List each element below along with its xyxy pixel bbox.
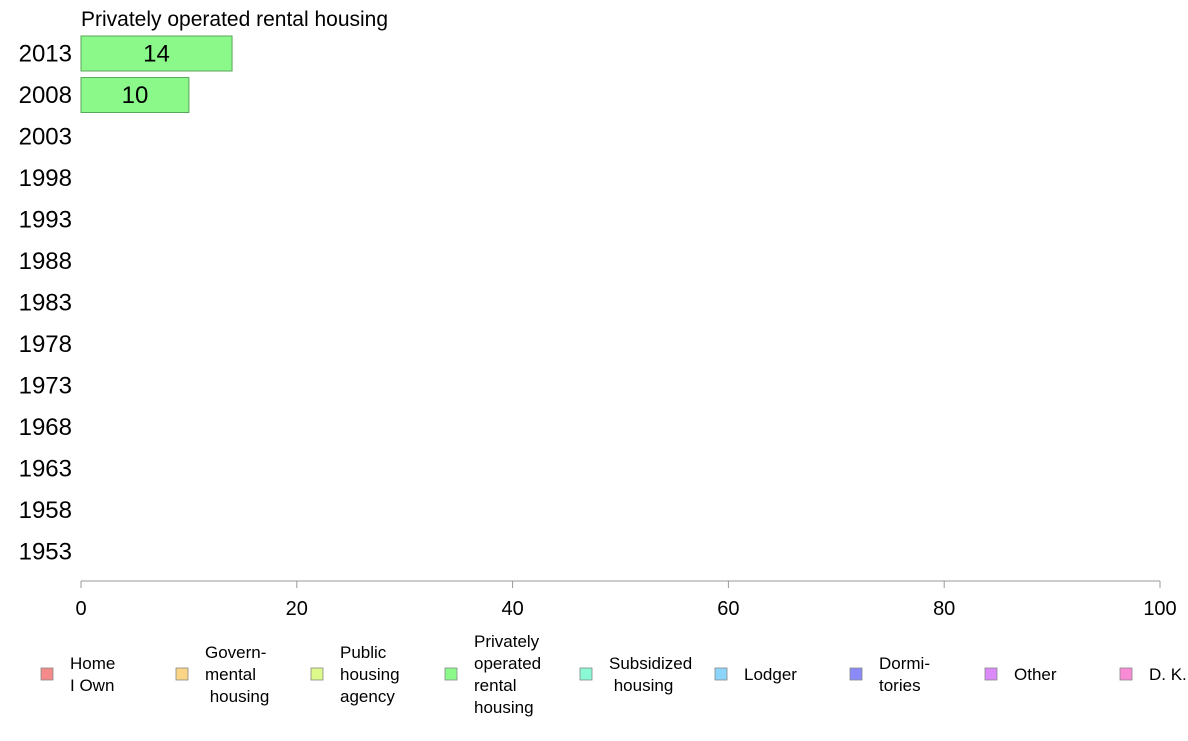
legend-label-line: housing <box>205 687 269 706</box>
legend-swatch <box>714 667 728 681</box>
legend-swatch <box>1119 667 1133 681</box>
legend-swatch <box>579 667 593 681</box>
legend-label-line: Subsidized <box>609 654 692 673</box>
legend-label-line: housing <box>609 676 673 695</box>
legend-swatch <box>984 667 998 681</box>
legend-label-line: Lodger <box>744 665 797 684</box>
x-tick-label: 20 <box>286 598 308 620</box>
legend-label-line: rental <box>474 676 517 695</box>
legend-label-line: Privately <box>474 632 540 651</box>
y-tick-label: 1983 <box>19 290 72 317</box>
x-tick-label: 60 <box>717 598 739 620</box>
bars-group: 14 10 <box>80 35 233 113</box>
legend-label-line: tories <box>879 676 921 695</box>
y-tick-label: 2013 <box>19 41 72 68</box>
y-tick-label: 2003 <box>19 124 72 151</box>
y-tick-label: 1998 <box>19 165 72 192</box>
legend-label-line: Other <box>1014 665 1057 684</box>
legend-label: D. K. <box>1149 665 1187 684</box>
legend-label-line: Govern- <box>205 643 266 662</box>
legend-label: Lodger <box>744 665 797 684</box>
legend-label: Public housing agency <box>340 643 400 706</box>
y-tick-label: 1968 <box>19 414 72 441</box>
legend-label-line: mental <box>205 665 256 684</box>
legend-label: Dormi-tories <box>879 654 930 695</box>
x-axis: 0 20 40 60 80 100 <box>75 580 1177 620</box>
y-tick-label: 1963 <box>19 456 72 483</box>
bar-value-label: 10 <box>122 82 149 109</box>
y-tick-label: 1978 <box>19 331 72 358</box>
legend-label: Other <box>1014 665 1057 684</box>
legend-label-line: Public <box>340 643 387 662</box>
x-tick-label: 40 <box>501 598 523 620</box>
x-tick-label: 80 <box>933 598 955 620</box>
bar <box>80 77 190 113</box>
y-tick-label: 2008 <box>19 82 72 109</box>
y-tick-label: 1958 <box>19 497 72 524</box>
legend-label: Privately operated rental housing <box>474 632 541 717</box>
legend-label-line: D. K. <box>1149 665 1187 684</box>
legend-label: Subsidized housing <box>609 654 692 695</box>
legend-label-line: agency <box>340 687 395 706</box>
y-axis-labels: 2013 2008 2003 1998 1993 1988 1983 1978 1973 1968… <box>19 41 72 566</box>
legend-label-line: Home <box>70 654 115 673</box>
legend-swatch <box>444 667 458 681</box>
bar-value-label: 14 <box>143 41 170 68</box>
legend-swatch <box>40 667 54 681</box>
x-tick-label: 0 <box>75 598 86 620</box>
x-tick-label: 100 <box>1143 598 1176 620</box>
legend-swatch <box>175 667 189 681</box>
y-tick-label: 1953 <box>19 539 72 566</box>
legend-label-line: housing <box>474 698 534 717</box>
legend-label-line: Dormi- <box>879 654 930 673</box>
legend-label-line: housing <box>340 665 400 684</box>
legend-label: Home I Own <box>70 654 115 695</box>
legend-label: Govern-mental housing <box>205 643 269 706</box>
chart-title: Privately operated rental housing <box>81 8 388 31</box>
legend-swatch <box>310 667 324 681</box>
y-tick-label: 1993 <box>19 207 72 234</box>
legend-label-line: I Own <box>70 676 114 695</box>
legend-label-line: operated <box>474 654 541 673</box>
bar <box>80 35 233 72</box>
y-tick-label: 1973 <box>19 373 72 400</box>
y-tick-label: 1988 <box>19 248 72 275</box>
legend-swatch <box>849 667 863 681</box>
legend: Home I Own Govern-mental housing Public hous… <box>40 632 1187 717</box>
